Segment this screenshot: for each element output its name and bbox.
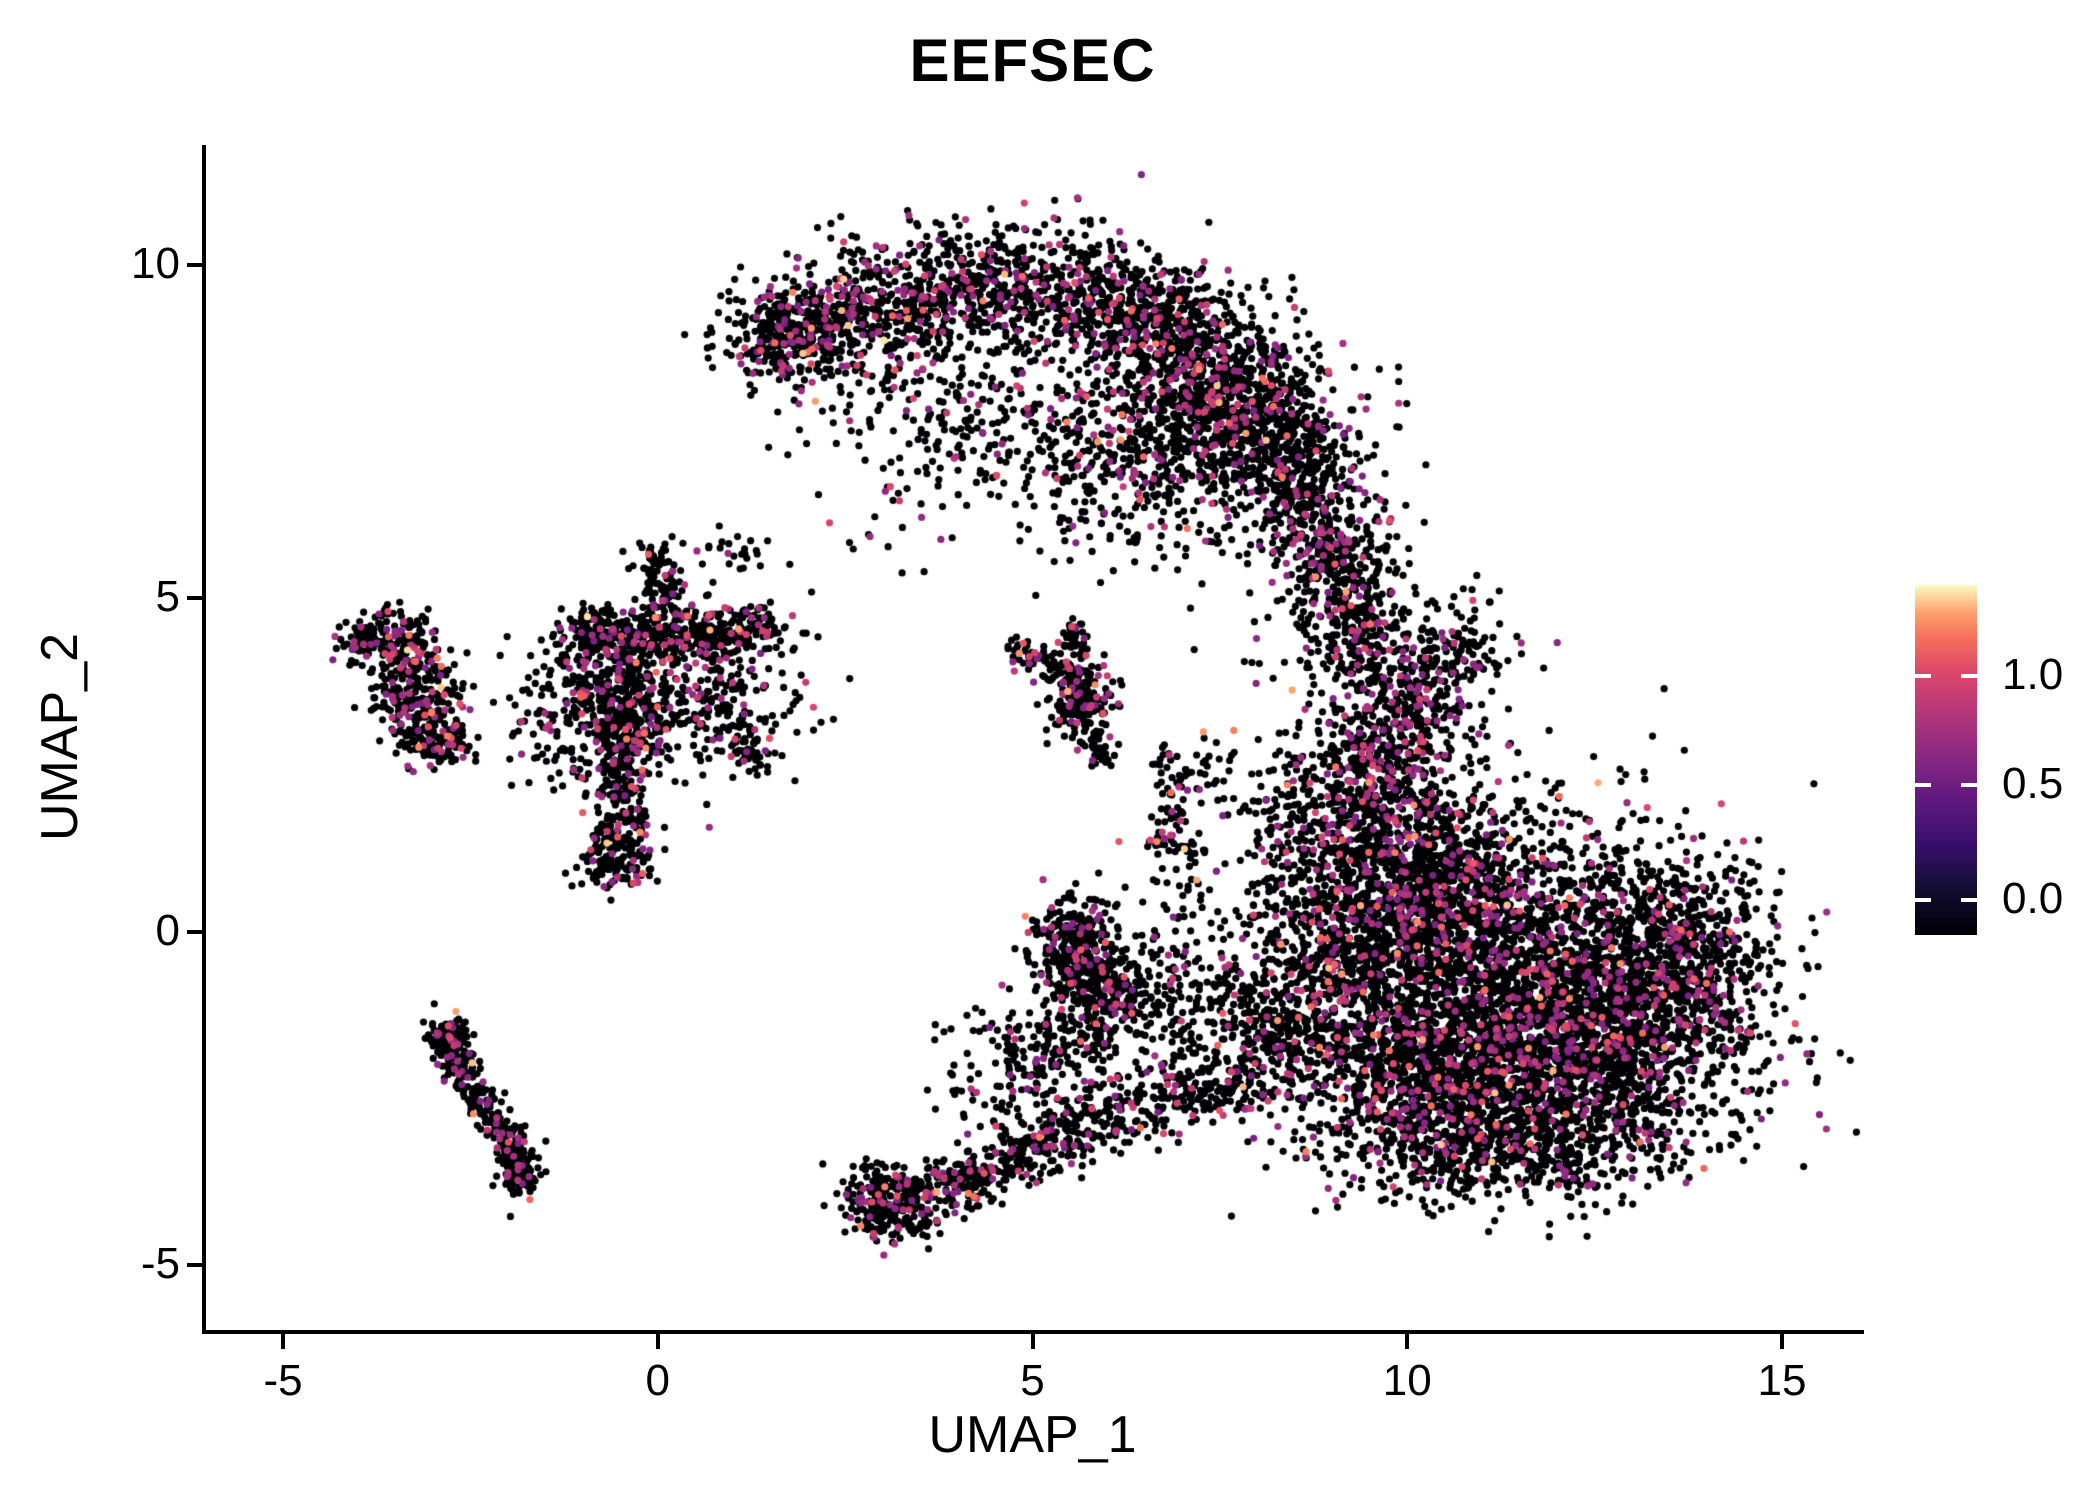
x-tick-label: -5 bbox=[263, 1356, 303, 1405]
x-tick-label: 10 bbox=[1382, 1356, 1432, 1405]
colorbar-tick-label: 1.0 bbox=[2002, 650, 2064, 699]
colorbar-tick-label: 0.5 bbox=[2002, 758, 2064, 808]
colorbar-tick-mark bbox=[1961, 898, 1977, 902]
x-tick-mark bbox=[1405, 1334, 1410, 1349]
y-axis-label: UMAP_2 bbox=[31, 632, 89, 842]
x-tick-mark bbox=[1780, 1334, 1784, 1349]
y-tick-mark bbox=[187, 929, 202, 934]
x-axis-label: UMAP_1 bbox=[928, 1406, 1137, 1464]
colorbar-tick-mark bbox=[1915, 898, 1931, 902]
y-tick-mark bbox=[187, 1263, 202, 1268]
x-tick-mark bbox=[1030, 1334, 1035, 1349]
colorbar-tick-mark bbox=[1915, 674, 1931, 678]
colorbar-tick-mark bbox=[1915, 782, 1931, 787]
plot-title: EEFSEC bbox=[909, 27, 1156, 94]
x-tick-label: 0 bbox=[645, 1356, 670, 1405]
y-tick-label: 5 bbox=[155, 572, 180, 622]
y-tick-mark bbox=[187, 596, 202, 601]
colorbar-tick-mark bbox=[1961, 674, 1977, 678]
colorbar-tick-mark bbox=[1961, 782, 1977, 787]
y-tick-mark bbox=[187, 263, 202, 267]
y-tick-label: -5 bbox=[140, 1239, 180, 1289]
x-tick-label: 5 bbox=[1020, 1356, 1045, 1405]
y-tick-label: 10 bbox=[131, 239, 180, 288]
x-tick-mark bbox=[281, 1334, 285, 1349]
x-tick-mark bbox=[655, 1334, 660, 1349]
x-tick-label: 15 bbox=[1757, 1356, 1807, 1405]
y-tick-label: 0 bbox=[155, 905, 180, 955]
colorbar-gradient bbox=[1915, 585, 1977, 935]
colorbar-tick-label: 0.0 bbox=[2002, 874, 2064, 923]
